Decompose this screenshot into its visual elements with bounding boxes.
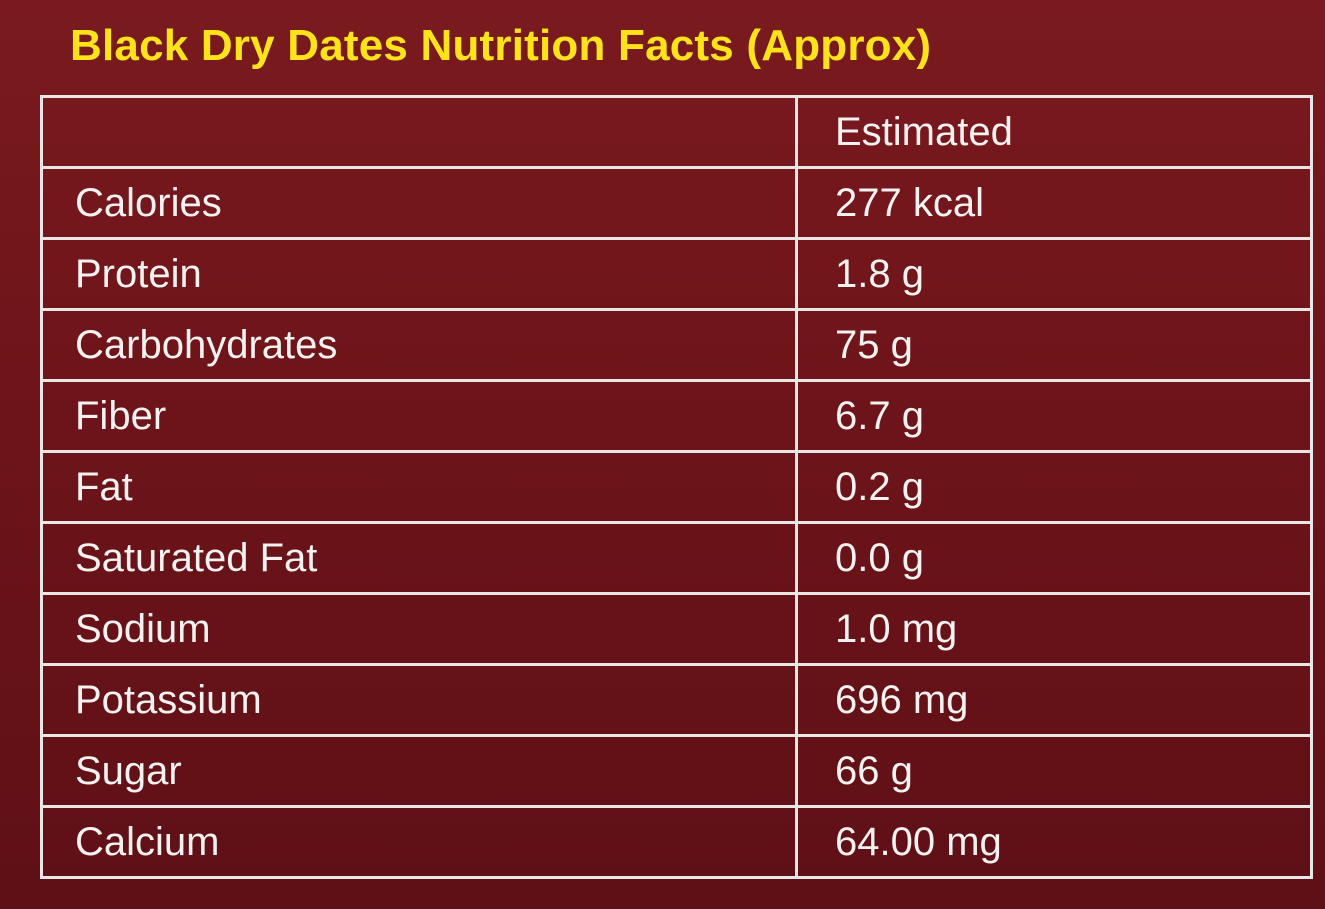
table-row: Fat 0.2 g: [40, 450, 1313, 524]
table-row: Sodium 1.0 mg: [40, 592, 1313, 666]
nutrient-value-cell: 0.0 g: [795, 521, 1313, 595]
nutrient-value-cell: 1.8 g: [795, 237, 1313, 311]
nutrient-name-cell: Potassium: [40, 663, 798, 737]
nutrient-value-cell: 696 mg: [795, 663, 1313, 737]
nutrient-value-cell: 277 kcal: [795, 166, 1313, 240]
table-row: Fiber 6.7 g: [40, 379, 1313, 453]
table-header-row: Estimated: [40, 95, 1313, 169]
nutrient-value-cell: 1.0 mg: [795, 592, 1313, 666]
table-row: Calories 277 kcal: [40, 166, 1313, 240]
table-row: Carbohydrates 75 g: [40, 308, 1313, 382]
table-row: Potassium 696 mg: [40, 663, 1313, 737]
nutrient-value-cell: 66 g: [795, 734, 1313, 808]
nutrient-name-cell: Fat: [40, 450, 798, 524]
nutrient-name-cell: Carbohydrates: [40, 308, 798, 382]
nutrient-name-cell: Calories: [40, 166, 798, 240]
nutrient-name-cell: Protein: [40, 237, 798, 311]
table-row: Calcium 64.00 mg: [40, 805, 1313, 879]
nutrient-name-cell: Calcium: [40, 805, 798, 879]
table-row: Sugar 66 g: [40, 734, 1313, 808]
table-row: Protein 1.8 g: [40, 237, 1313, 311]
nutrient-value-cell: 0.2 g: [795, 450, 1313, 524]
header-nutrient-cell: [40, 95, 798, 169]
header-estimated-cell: Estimated: [795, 95, 1313, 169]
page-title: Black Dry Dates Nutrition Facts (Approx): [70, 21, 932, 70]
nutrient-name-cell: Fiber: [40, 379, 798, 453]
nutrient-name-cell: Saturated Fat: [40, 521, 798, 595]
nutrient-name-cell: Sugar: [40, 734, 798, 808]
nutrition-table: Estimated Calories 277 kcal Protein 1.8 …: [40, 95, 1313, 879]
nutrient-name-cell: Sodium: [40, 592, 798, 666]
table-row: Saturated Fat 0.0 g: [40, 521, 1313, 595]
nutrient-value-cell: 75 g: [795, 308, 1313, 382]
nutrient-value-cell: 6.7 g: [795, 379, 1313, 453]
nutrient-value-cell: 64.00 mg: [795, 805, 1313, 879]
